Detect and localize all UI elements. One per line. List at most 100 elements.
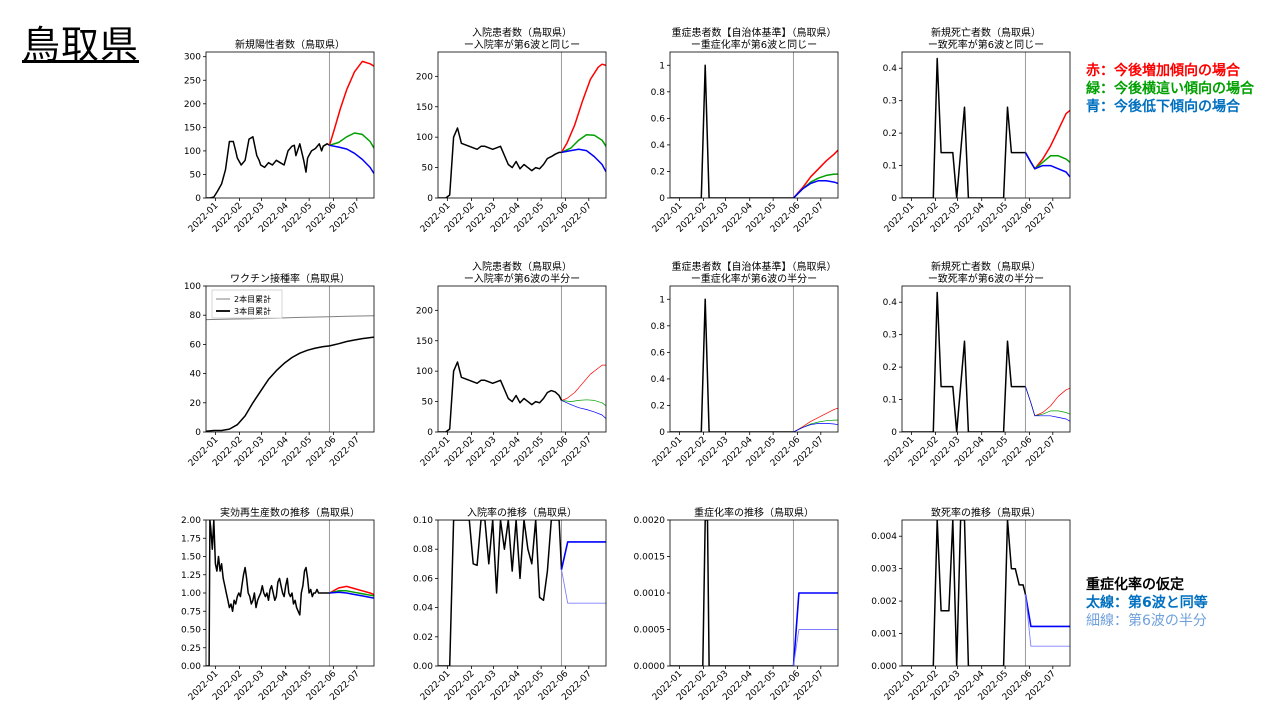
series-line-blue xyxy=(561,148,606,173)
plot-frame xyxy=(901,51,1071,199)
chart-title: ー致死率が第6波の半分ー xyxy=(928,272,1044,285)
y-tick-label: 0.04 xyxy=(413,604,433,614)
chart-title: 重症化率の推移（鳥取県） xyxy=(694,506,814,519)
y-tick-label: 200 xyxy=(416,72,433,82)
y-tick-label: 0.4 xyxy=(883,298,898,308)
series-line-obs xyxy=(902,291,1026,432)
y-tick-label: 0.4 xyxy=(883,64,898,74)
y-tick-label: 0.3 xyxy=(883,331,897,341)
series-line-obs xyxy=(670,64,794,198)
chart-title: ー重症化率が第6波と同じー xyxy=(691,38,817,51)
y-tick-label: 0.0005 xyxy=(634,626,666,636)
legend-label: 3本目累計 xyxy=(234,306,271,316)
y-tick-label: 0.6 xyxy=(651,114,666,124)
y-tick-label: 1.25 xyxy=(181,571,201,581)
y-tick-label: 0.25 xyxy=(181,644,201,654)
y-tick-label: 0.75 xyxy=(181,607,201,617)
series-line-green xyxy=(561,399,606,407)
plot-frame xyxy=(205,285,375,433)
severity-legend-thin: 細線：第6波の半分 xyxy=(1086,613,1207,629)
chart-title: 入院率の推移（鳥取県） xyxy=(467,506,577,519)
chart-title: ー入院率が第6波と同じー xyxy=(464,38,580,51)
y-tick-label: 1 xyxy=(659,295,665,305)
scenario-legend-red: 赤：今後増加傾向の場合 xyxy=(1086,63,1240,79)
y-tick-label: 40 xyxy=(190,370,202,380)
y-tick-label: 100 xyxy=(184,147,201,157)
series-line-green xyxy=(792,173,838,198)
plot-frame xyxy=(437,51,607,199)
y-tick-label: 0 xyxy=(195,194,201,204)
plot-frame xyxy=(437,285,607,433)
series-line-obs xyxy=(438,520,563,666)
series-line-obs xyxy=(206,136,309,198)
severity-legend-title: 重症化率の仮定 xyxy=(1086,577,1184,593)
series-line-blue xyxy=(1025,386,1070,422)
y-tick-label: 0.004 xyxy=(871,532,897,542)
y-tick-label: 0.0015 xyxy=(634,553,666,563)
y-tick-label: 0.0010 xyxy=(634,589,666,599)
y-tick-label: 100 xyxy=(184,282,201,292)
y-tick-label: 0.4 xyxy=(651,375,666,385)
y-tick-label: 0.1 xyxy=(883,162,897,172)
y-tick-label: 300 xyxy=(184,53,201,63)
y-tick-label: 0.1 xyxy=(883,396,897,406)
y-tick-label: 1.00 xyxy=(181,589,201,599)
scenario-legend: 赤：今後増加傾向の場合 緑：今後横這い傾向の場合 青：今後低下傾向の場合 xyxy=(1086,62,1254,116)
series-line-blue xyxy=(329,591,374,599)
series-line-green xyxy=(1024,152,1070,170)
series-line-obs xyxy=(902,57,1026,198)
y-tick-label: 0.0000 xyxy=(634,662,666,672)
y-tick-label: 0.00 xyxy=(181,662,201,672)
y-tick-label: 0.001 xyxy=(871,630,897,640)
series-line-blue xyxy=(561,400,606,419)
chart-title: 新規死亡者数（鳥取県） xyxy=(931,260,1041,273)
y-tick-label: 0.002 xyxy=(871,597,897,607)
chart-title: 入院患者数（鳥取県） xyxy=(472,260,572,273)
y-tick-label: 0 xyxy=(891,194,897,204)
y-tick-label: 0.06 xyxy=(413,574,433,584)
series-line-blue xyxy=(792,179,838,198)
y-tick-label: 0.0020 xyxy=(634,516,666,526)
series-line-red xyxy=(329,585,374,596)
legend-box xyxy=(211,289,283,319)
y-tick-label: 200 xyxy=(184,100,201,110)
y-tick-label: 1 xyxy=(659,61,665,71)
y-tick-label: 0 xyxy=(427,428,433,438)
y-tick-label: 0.3 xyxy=(883,97,897,107)
scenario-legend-green: 緑：今後横這い傾向の場合 xyxy=(1086,81,1254,97)
y-tick-label: 0.2 xyxy=(883,129,897,139)
series-line-thin xyxy=(1025,594,1070,647)
y-tick-label: 150 xyxy=(416,103,433,113)
y-tick-label: 0.2 xyxy=(883,363,897,373)
series-line-thin xyxy=(793,629,838,666)
y-tick-label: 60 xyxy=(190,340,202,350)
series-line-green xyxy=(793,419,838,432)
chart-title: 新規死亡者数（鳥取県） xyxy=(931,26,1041,39)
severity-legend-thick: 太線：第6波と同等 xyxy=(1086,595,1208,611)
y-tick-label: 0 xyxy=(891,428,897,438)
y-tick-label: 0.8 xyxy=(651,322,666,332)
chart-title: 重症患者数【自治体基準】（鳥取県） xyxy=(672,260,837,273)
chart-title: ー入院率が第6波の半分ー xyxy=(464,272,580,285)
series-line-thick xyxy=(1024,594,1070,628)
y-tick-label: 0 xyxy=(427,194,433,204)
series-line-dose3 xyxy=(206,336,374,432)
y-tick-label: 1.75 xyxy=(181,534,201,544)
y-tick-label: 80 xyxy=(190,311,202,321)
y-tick-label: 0.003 xyxy=(871,565,897,575)
chart-title: 実効再生産数の推移（鳥取県） xyxy=(220,506,360,519)
plot-frame xyxy=(205,51,375,199)
severity-legend: 重症化率の仮定 太線：第6波と同等 細線：第6波の半分 xyxy=(1086,576,1208,630)
series-line-thick xyxy=(560,541,606,570)
series-line-dose2 xyxy=(206,315,374,321)
y-tick-label: 0.08 xyxy=(413,545,433,555)
series-line-blue xyxy=(1024,152,1070,178)
y-tick-label: 20 xyxy=(190,399,202,409)
series-line-red xyxy=(560,63,606,153)
y-tick-label: 0.6 xyxy=(651,348,666,358)
series-line-thick xyxy=(792,592,838,666)
series-line-green xyxy=(329,132,374,149)
plot-frame xyxy=(669,51,839,199)
plot-frame xyxy=(669,519,839,667)
y-tick-label: 0.10 xyxy=(413,516,433,526)
